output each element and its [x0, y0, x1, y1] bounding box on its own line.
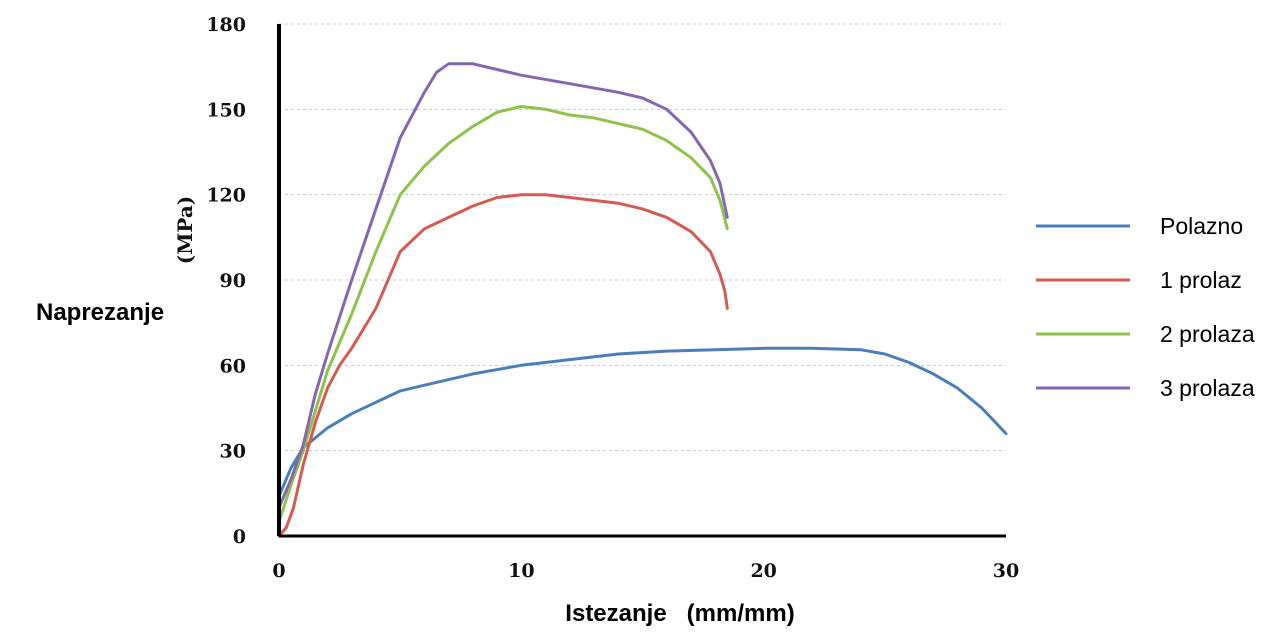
x-tick-label: 0 — [272, 560, 285, 582]
x-tick-label: 30 — [993, 560, 1019, 582]
y-tick-label: 180 — [206, 14, 246, 36]
series-lines — [277, 62, 1008, 538]
legend-label: Polazno — [1160, 213, 1243, 239]
y-tick-label: 120 — [206, 185, 246, 207]
y-tick-label: 0 — [233, 526, 246, 548]
y-axis-label: Naprezanje — [36, 299, 164, 326]
y-axis-unit-label: (MPa) — [173, 196, 197, 265]
y-tick-label: 150 — [206, 99, 246, 121]
gridlines — [279, 23, 1006, 452]
series-line-1-prolaz — [277, 193, 729, 538]
legend-label: 3 prolaza — [1160, 375, 1255, 401]
x-axis-label: Istezanje (mm/mm) — [565, 600, 794, 627]
series-line-3-prolaza — [277, 62, 729, 510]
series-line-polazno — [277, 346, 1008, 498]
legend-label: 2 prolaza — [1160, 321, 1255, 347]
y-tick-label: 60 — [220, 355, 246, 377]
axes — [277, 24, 1006, 538]
legend: Polazno 1 prolaz 2 prolaza 3 prolaza — [1036, 213, 1255, 401]
series-line-2-prolaza — [277, 105, 729, 524]
y-tick-label: 90 — [220, 270, 246, 292]
x-tick-label: 20 — [750, 560, 776, 582]
legend-label: 1 prolaz — [1160, 267, 1242, 293]
tick-labels: 0 30 60 90 120 150 180 0 10 20 30 — [206, 14, 1019, 582]
y-tick-label: 30 — [220, 441, 246, 463]
x-tick-label: 10 — [508, 560, 534, 582]
